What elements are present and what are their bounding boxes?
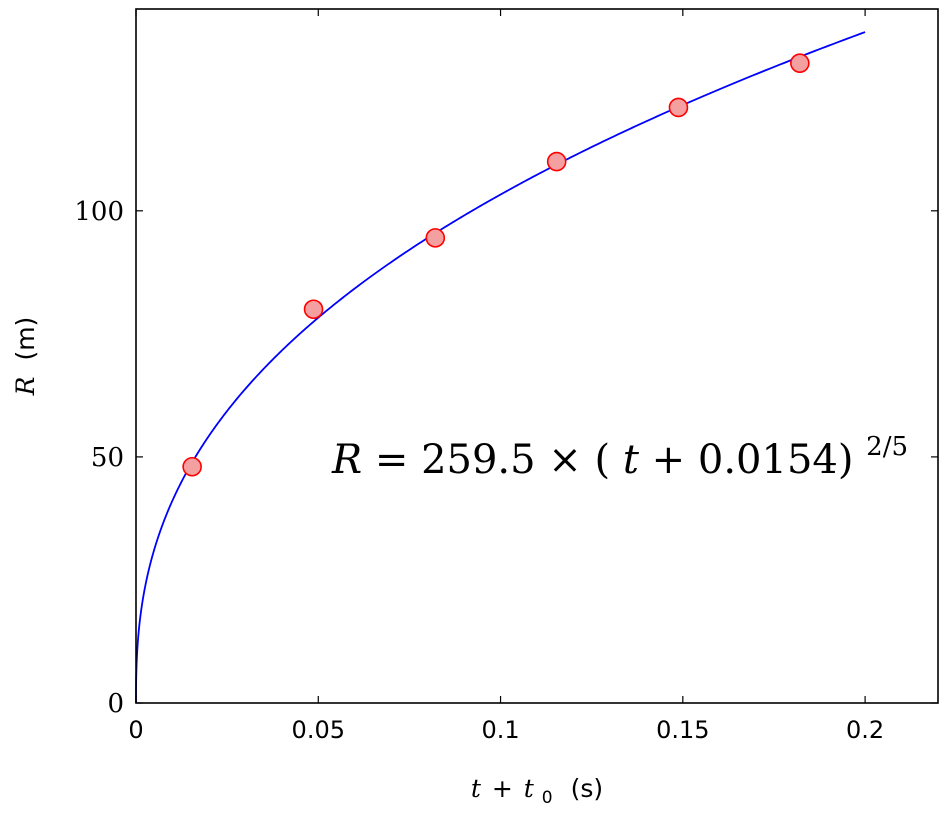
equation-offset: + 0.0154) — [652, 437, 854, 483]
data-point — [425, 228, 446, 248]
y-tick-label: 50 — [91, 443, 124, 473]
ticks-layer: 0 0.05 0.1 0.15 0.2 0 50 100 — [74, 9, 938, 744]
equation-var: t — [623, 437, 640, 483]
x-tick-label: 0 — [128, 716, 143, 744]
fit-equation: R = 259.5 × ( t + 0.0154) 2/5 — [331, 432, 908, 483]
data-point — [790, 53, 810, 73]
plot-frame — [135, 8, 939, 704]
x-axis-label: t + t 0 (s) — [471, 774, 603, 809]
x-axis-unit: (s) — [571, 774, 604, 803]
x-axis-plus: + — [492, 774, 513, 803]
y-tick-label: 100 — [74, 197, 124, 227]
y-axis-unit: (m) — [11, 317, 40, 361]
x-tick-label: 0.2 — [846, 716, 884, 744]
y-axis-label: R (m) — [11, 317, 40, 397]
data-point — [546, 151, 567, 172]
x-axis-var2: t — [524, 774, 535, 803]
y-tick-label: 0 — [107, 689, 124, 719]
x-axis-subscript: 0 — [542, 788, 553, 808]
y-axis-var: R — [11, 377, 40, 397]
data-points-layer — [182, 53, 810, 477]
x-axis-var: t — [471, 774, 482, 803]
equation-exponent: 2/5 — [866, 432, 908, 462]
data-point — [668, 97, 689, 118]
fit-curve-layer — [135, 31, 866, 703]
x-tick-label: 0.05 — [292, 716, 345, 744]
fit-curve — [135, 31, 866, 703]
equation-lhs: R — [331, 437, 362, 483]
data-point — [182, 456, 202, 477]
x-tick-label: 0.1 — [481, 716, 519, 744]
data-point — [303, 299, 324, 320]
equation-coefficient: = 259.5 × ( — [375, 437, 610, 483]
x-tick-label: 0.15 — [656, 716, 709, 744]
